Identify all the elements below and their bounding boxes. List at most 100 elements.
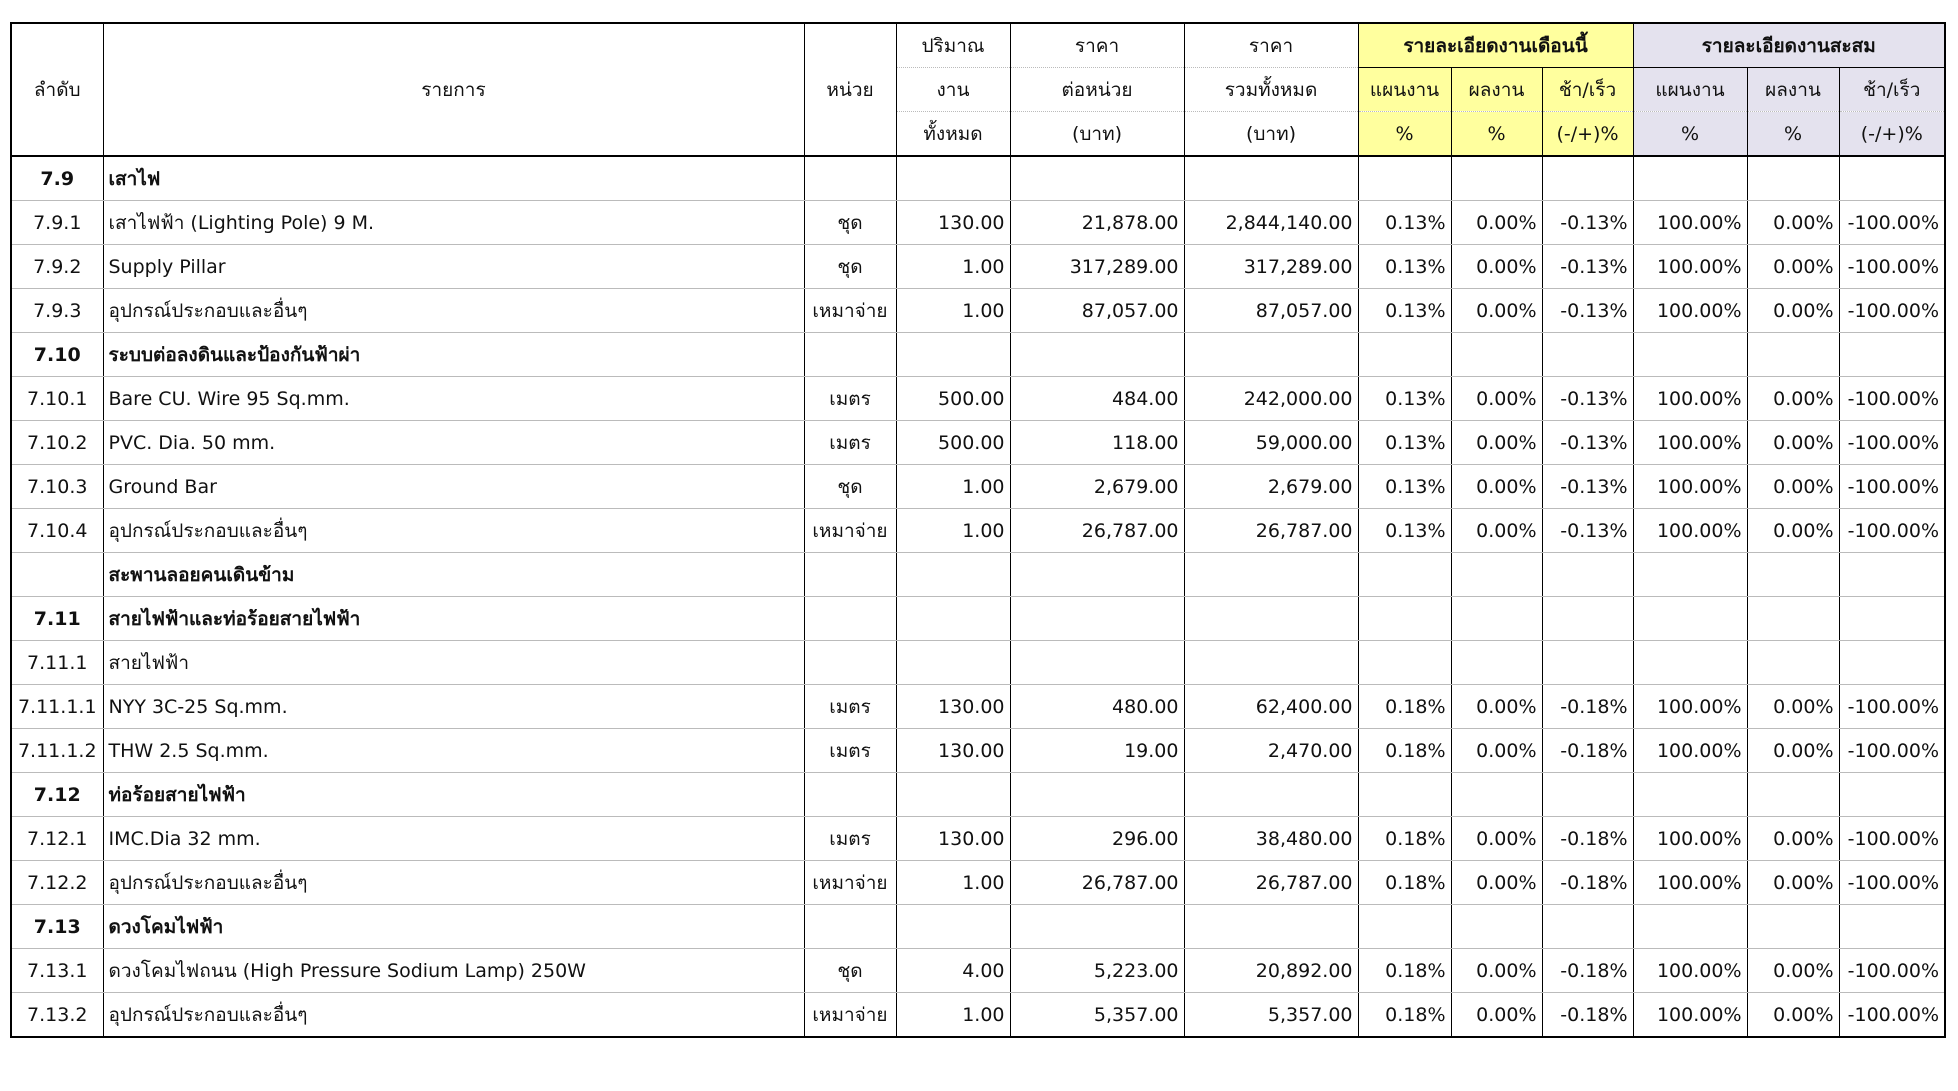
cell: เมตร	[803, 376, 897, 421]
cell: 100.00%	[1632, 728, 1748, 773]
cell: 0.13%	[1357, 244, 1452, 289]
table-row: 7.9.2 Supply Pillar ชุด 1.00 317,289.00 317,2…	[10, 244, 1946, 289]
cell: ดวงโคมไฟถนน (High Pressure Sodium Lamp) …	[102, 948, 805, 993]
cell: 130.00	[895, 684, 1011, 729]
cell: เมตร	[803, 684, 897, 729]
cell	[1357, 772, 1452, 817]
cell: 0.13%	[1357, 508, 1452, 553]
cell: 0.00%	[1450, 288, 1543, 333]
cell	[1183, 332, 1359, 377]
cell: 7.9.1	[10, 200, 104, 245]
cell: 0.18%	[1357, 992, 1452, 1038]
cell	[1450, 640, 1543, 685]
cell: -100.00%	[1838, 728, 1946, 773]
table-row: 7.12.2 อุปกรณ์ประกอบและอื่นๆ เหมาจ่าย 1.00 2…	[10, 860, 1946, 905]
table-row: 7.10.4 อุปกรณ์ประกอบและอื่นๆ เหมาจ่าย 1.00 2…	[10, 508, 1946, 553]
cell: 100.00%	[1632, 288, 1748, 333]
cell: 26,787.00	[1009, 860, 1185, 905]
cell: 0.00%	[1746, 684, 1840, 729]
cell: 0.13%	[1357, 200, 1452, 245]
cell: 0.00%	[1450, 508, 1543, 553]
cell: 0.00%	[1450, 420, 1543, 465]
header-cell: ราคา	[1009, 22, 1185, 68]
cell	[1357, 552, 1452, 597]
cell: 0.00%	[1450, 244, 1543, 289]
table-body: 7.9 เสาไฟ 7.9.1 เสาไฟฟ้า (Lighting Pole) 9 …	[10, 155, 1946, 1038]
cell: ชุด	[803, 200, 897, 245]
cell: 0.00%	[1450, 992, 1543, 1038]
cell: 0.13%	[1357, 288, 1452, 333]
cell: 0.00%	[1746, 200, 1840, 245]
cell: 20,892.00	[1183, 948, 1359, 993]
cell: สะพานลอยคนเดินข้าม	[102, 552, 805, 597]
cell: 0.18%	[1357, 860, 1452, 905]
table-row: 7.12 ท่อร้อยสายไฟฟ้า	[10, 772, 1946, 817]
cell	[1746, 640, 1840, 685]
cell	[1009, 596, 1185, 641]
header-cell: รายการ	[102, 22, 805, 157]
cell: 100.00%	[1632, 816, 1748, 861]
cell	[1009, 332, 1185, 377]
cell: 100.00%	[1632, 244, 1748, 289]
cell: 7.10.3	[10, 464, 104, 509]
cell	[1746, 596, 1840, 641]
cell: เสาไฟ	[102, 155, 805, 201]
cell	[1838, 332, 1946, 377]
cell	[803, 332, 897, 377]
cell: 1.00	[895, 992, 1011, 1038]
cell: 0.00%	[1450, 860, 1543, 905]
cell	[1632, 904, 1748, 949]
cell: อุปกรณ์ประกอบและอื่นๆ	[102, 860, 805, 905]
cell: 26,787.00	[1183, 860, 1359, 905]
cell: -100.00%	[1838, 288, 1946, 333]
cell: -100.00%	[1838, 508, 1946, 553]
cell	[803, 552, 897, 597]
cell	[895, 640, 1011, 685]
cell: 7.13.1	[10, 948, 104, 993]
header-row: ลำดับ รายการ หน่วย ปริมาณ ราคา ราคา รายละเอียด…	[10, 22, 1946, 157]
table-header: ลำดับ รายการ หน่วย ปริมาณ ราคา ราคา รายละเอียด…	[10, 22, 1946, 157]
cell: -0.18%	[1541, 816, 1634, 861]
cell	[895, 904, 1011, 949]
cell	[1183, 155, 1359, 201]
cell: 7.10.1	[10, 376, 104, 421]
cell: -100.00%	[1838, 684, 1946, 729]
cell: 87,057.00	[1183, 288, 1359, 333]
cell	[1009, 772, 1185, 817]
cell	[1450, 596, 1543, 641]
cell	[1632, 772, 1748, 817]
cell: 1.00	[895, 464, 1011, 509]
cell	[1838, 904, 1946, 949]
cell: สายไฟฟ้าและท่อร้อยสายไฟฟ้า	[102, 596, 805, 641]
cell: เหมาจ่าย	[803, 288, 897, 333]
cell: -0.13%	[1541, 200, 1634, 245]
cell: เหมาจ่าย	[803, 992, 897, 1038]
cell: 500.00	[895, 376, 1011, 421]
cell	[803, 640, 897, 685]
table-row: 7.11.1.1 NYY 3C-25 Sq.mm. เมตร 130.00 480.00…	[10, 684, 1946, 729]
table-row: 7.11 สายไฟฟ้าและท่อร้อยสายไฟฟ้า	[10, 596, 1946, 641]
cell	[895, 772, 1011, 817]
cell: 5,357.00	[1009, 992, 1185, 1038]
cell: 0.00%	[1746, 376, 1840, 421]
header-cell: (บาท)	[1183, 111, 1359, 157]
cell	[1183, 596, 1359, 641]
cell: เมตร	[803, 728, 897, 773]
cell	[803, 596, 897, 641]
header-cell: %	[1632, 111, 1748, 157]
cell	[1450, 552, 1543, 597]
cell: 0.00%	[1746, 288, 1840, 333]
cell: 7.13	[10, 904, 104, 949]
cell: 7.10	[10, 332, 104, 377]
cell: -100.00%	[1838, 244, 1946, 289]
cell: 1.00	[895, 508, 1011, 553]
cell	[1541, 904, 1634, 949]
cell: ดวงโคมไฟฟ้า	[102, 904, 805, 949]
header-cell: ราคา	[1183, 22, 1359, 68]
cell: อุปกรณ์ประกอบและอื่นๆ	[102, 288, 805, 333]
cell: 7.12.1	[10, 816, 104, 861]
cell: 1.00	[895, 288, 1011, 333]
cell: 0.13%	[1357, 376, 1452, 421]
cell: 2,679.00	[1183, 464, 1359, 509]
cell	[1838, 772, 1946, 817]
